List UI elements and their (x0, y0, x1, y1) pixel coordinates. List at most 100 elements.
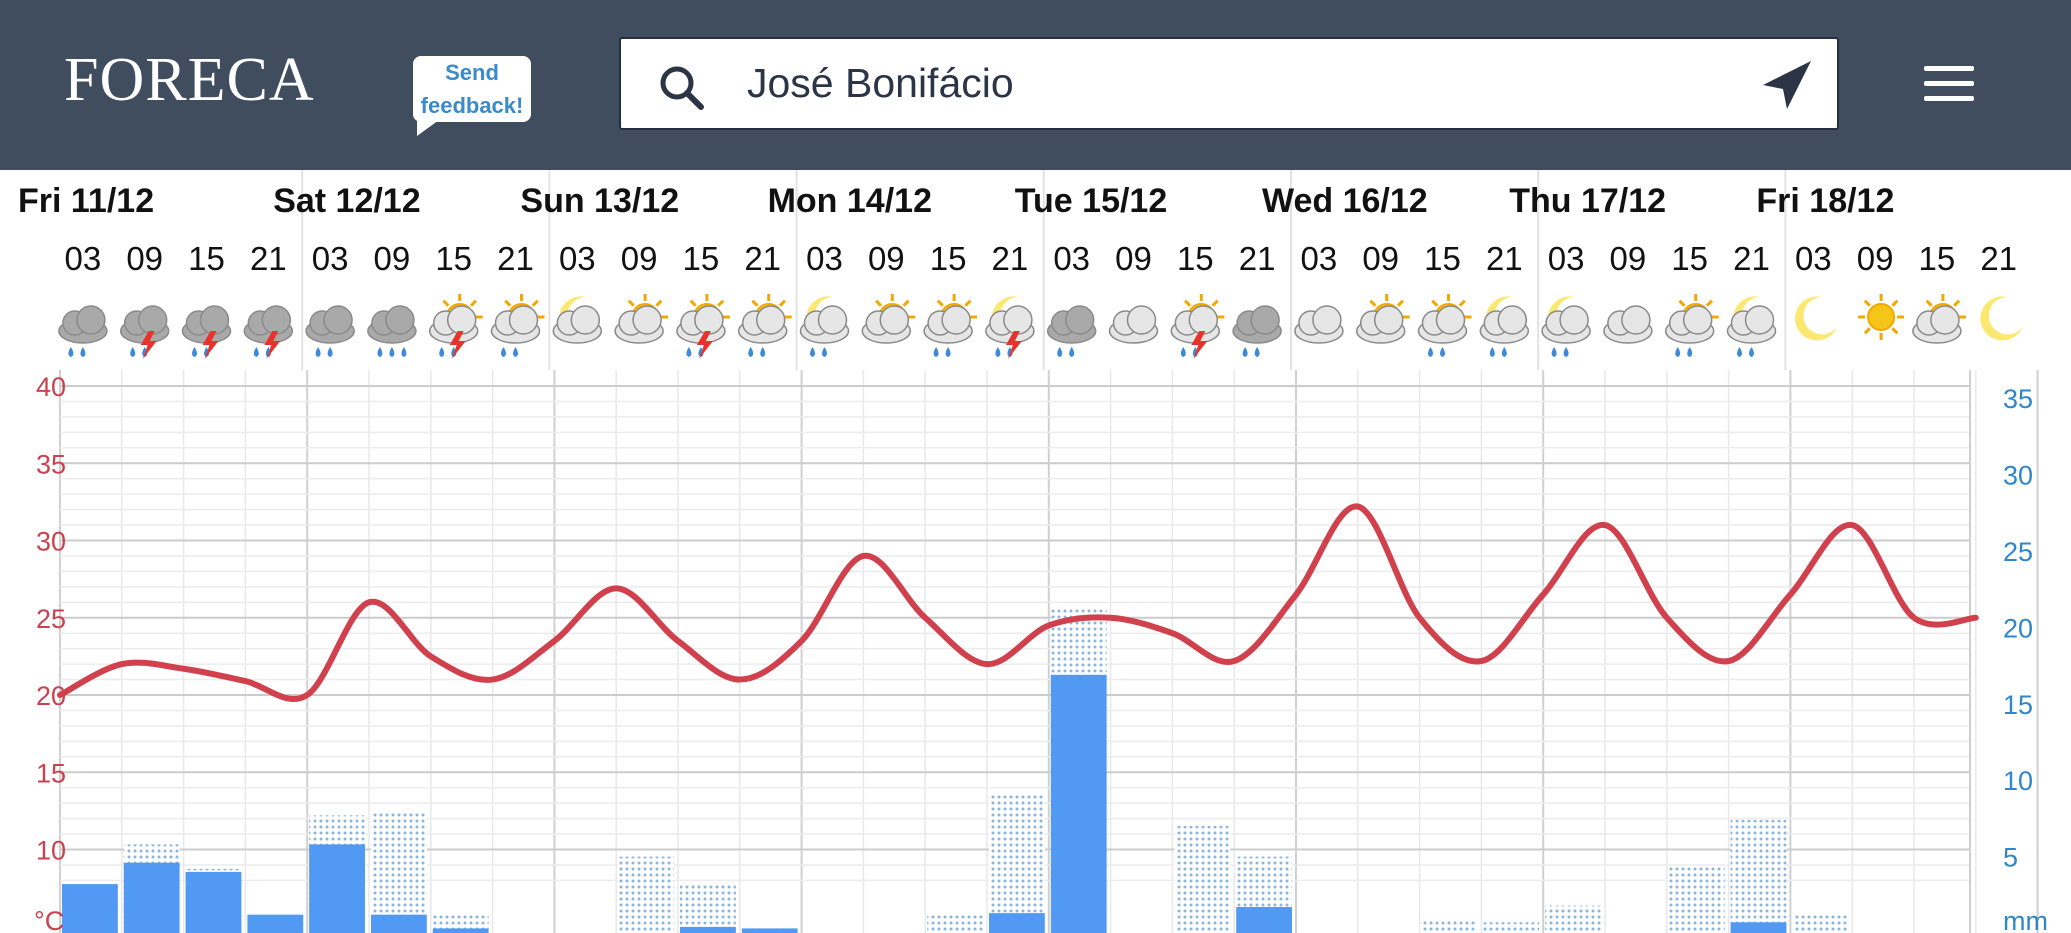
sun-ray (1211, 299, 1219, 307)
sun-ray (1369, 299, 1377, 307)
raindrop (1687, 347, 1693, 357)
cloud-shape (137, 305, 168, 335)
sun-ray (1891, 299, 1899, 307)
possible-precip-bar (1545, 905, 1601, 933)
moon-shape (1794, 296, 1838, 341)
hour-label: 03 (312, 240, 349, 277)
raindrop (130, 347, 136, 357)
menu-line (1924, 66, 1974, 71)
sun-ray (442, 299, 450, 307)
raindrop (1428, 347, 1433, 357)
feedback-line-2: feedback! (420, 93, 524, 118)
precip-bar (680, 926, 736, 933)
precip-bar (741, 928, 798, 933)
day-label: Fri 18/12 (1756, 182, 1894, 220)
possible-precip-bar (432, 913, 489, 933)
cloud-rain-icon (305, 305, 355, 357)
hour-label: 21 (744, 240, 781, 277)
raindrop (822, 347, 827, 357)
precipitation-axis-label: 35 (2003, 384, 2033, 414)
raindrop (377, 347, 383, 357)
lightning-bolt (264, 331, 281, 359)
precip-bar (371, 914, 427, 933)
raindrop (253, 347, 259, 357)
foreca-logo[interactable]: FORECA (62, 38, 362, 118)
possible-precip-bar (989, 795, 1045, 933)
location-arrow-icon[interactable] (1761, 59, 1813, 111)
send-feedback-button[interactable]: Send feedback! (413, 56, 531, 136)
precipitation-axis-label: 20 (2003, 613, 2033, 643)
sun-ray (1705, 299, 1714, 307)
temperature-axis-label: 20 (36, 681, 66, 711)
sun-ray (504, 299, 512, 307)
sun-ray (1953, 299, 1961, 307)
hour-label: 03 (1795, 240, 1832, 277)
precip-bar (432, 928, 489, 933)
precipitation-axis-label: mm (2003, 906, 2048, 933)
sun-cloud-icon (614, 294, 669, 344)
raindrop (1749, 347, 1754, 357)
cloud-shape (385, 305, 415, 335)
cloud-rain-icon (58, 305, 108, 357)
temperature-axis-label: 40 (36, 372, 66, 402)
cloud-icon (1603, 305, 1653, 344)
possible-precip-bar (371, 810, 427, 933)
hour-label: 03 (1053, 240, 1090, 277)
hamburger-menu-icon[interactable] (1924, 66, 1974, 102)
hour-label: 09 (621, 240, 658, 277)
possible-precip-bar (680, 884, 736, 933)
temperature-axis-label: 10 (36, 836, 66, 866)
hour-label: 15 (1919, 240, 1956, 277)
sun-ray (1863, 327, 1871, 335)
sun-ray (751, 299, 759, 307)
search-input[interactable] (747, 53, 1727, 113)
cloud-shape (941, 305, 971, 335)
precipitation-axis-label: 30 (2003, 461, 2033, 491)
raindrop (1440, 347, 1445, 357)
precip-bar (1236, 907, 1292, 933)
hour-label: 15 (1177, 240, 1214, 277)
hour-label: 03 (559, 240, 596, 277)
precipitation-bars (62, 609, 1849, 933)
sun-thunder-rain-icon (1170, 294, 1225, 359)
raindrop (389, 347, 395, 357)
cloud-shape (1126, 305, 1157, 335)
raindrop (810, 347, 815, 357)
raindrop (192, 347, 197, 357)
precip-bar (1050, 674, 1107, 933)
possible-precip-bar (1792, 913, 1849, 933)
raindrop (327, 347, 333, 357)
search-icon[interactable] (657, 63, 705, 111)
sun-ray (1925, 299, 1933, 307)
sun-ray (627, 299, 635, 307)
hour-label: 09 (868, 240, 905, 277)
lightning-bolt (1191, 331, 1208, 359)
cloud-shape (1250, 305, 1280, 335)
raindrop (401, 347, 407, 357)
temperature-axis-label: 35 (36, 449, 66, 479)
precip-bar (62, 884, 118, 933)
feedback-line-1: Send (445, 60, 499, 85)
thunderstorm-rain-icon (181, 305, 232, 359)
sun-ray (1396, 299, 1405, 307)
hour-label: 21 (1980, 240, 2017, 277)
precipitation-axis-label: 25 (2003, 537, 2033, 567)
cloud-shape (199, 305, 230, 335)
raindrop (945, 347, 951, 357)
raindrop (1180, 347, 1186, 357)
sun-ray (469, 299, 478, 307)
precip-bar (1730, 922, 1787, 933)
possible-precip-bar (1668, 867, 1725, 933)
cloud-shape (1744, 305, 1775, 335)
sun-ray (874, 299, 883, 307)
raindrop (1254, 347, 1260, 357)
cloud-icon (1294, 305, 1344, 344)
day-label: Thu 17/12 (1509, 182, 1666, 220)
cloud-shape (261, 305, 292, 335)
menu-line (1924, 96, 1974, 101)
raindrop (933, 347, 939, 357)
raindrop (995, 347, 1001, 357)
hour-label: 21 (1486, 240, 1523, 277)
hour-label: 09 (126, 240, 163, 277)
precip-bar (309, 844, 365, 933)
